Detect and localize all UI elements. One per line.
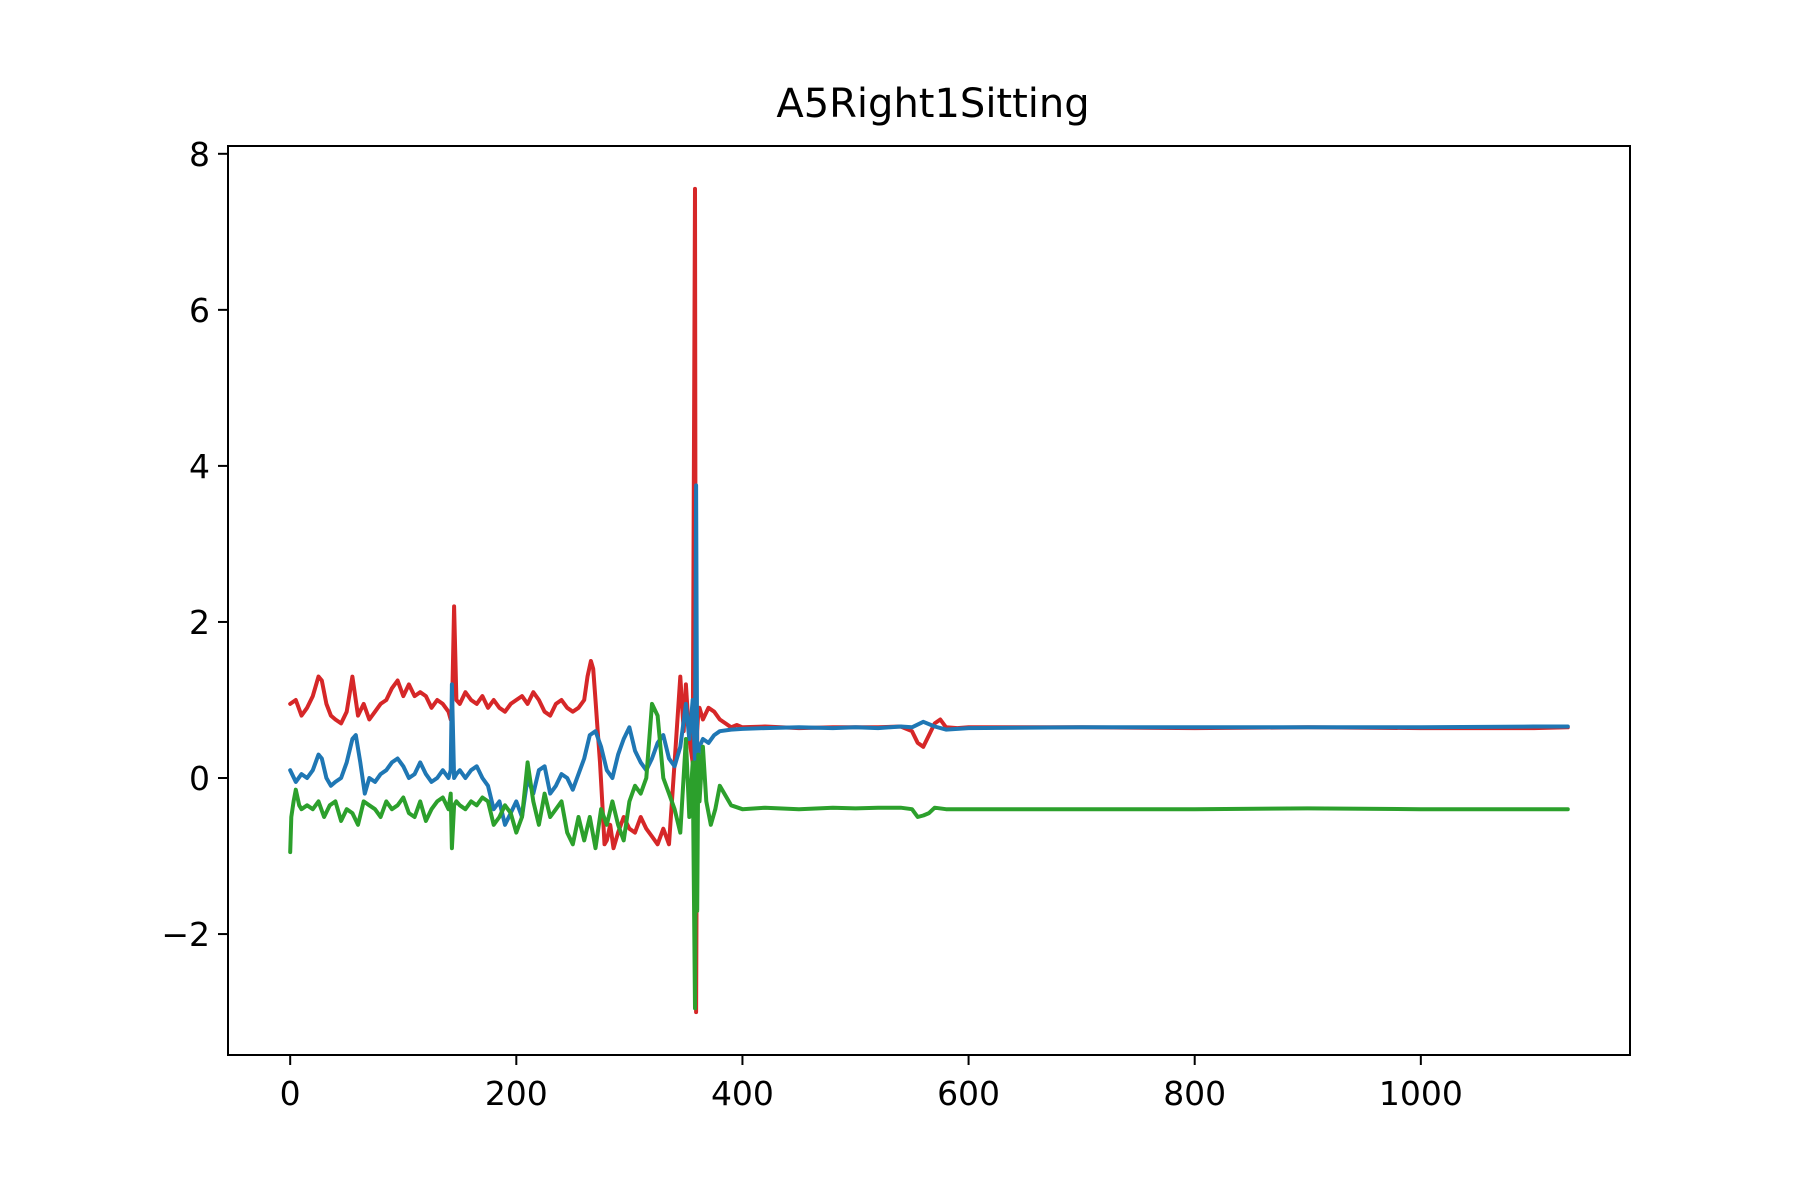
y-tick-label: 8 <box>189 135 210 174</box>
y-axis: −2 0 2 4 6 8 <box>161 135 228 954</box>
series-line-3 <box>288 701 1570 1011</box>
chart-title: A5Right1Sitting <box>776 81 1089 127</box>
series-line-2 <box>288 483 1570 827</box>
y-tick-label: 0 <box>189 759 210 798</box>
x-tick-label: 800 <box>1163 1074 1226 1113</box>
y-tick-label: −2 <box>161 915 210 954</box>
series-line-1 <box>288 186 1570 1015</box>
x-tick-label: 600 <box>937 1074 1000 1113</box>
series-layer <box>288 186 1570 1015</box>
x-tick-label: 1000 <box>1379 1074 1463 1113</box>
y-tick-label: 6 <box>189 291 210 330</box>
y-tick-label: 4 <box>189 447 210 486</box>
y-tick-label: 2 <box>189 603 210 642</box>
x-axis: 0 200 400 600 800 1000 <box>280 1055 1463 1113</box>
x-tick-label: 200 <box>485 1074 548 1113</box>
x-tick-label: 400 <box>711 1074 774 1113</box>
plot-frame <box>227 145 1631 1056</box>
x-tick-label: 0 <box>280 1074 301 1113</box>
